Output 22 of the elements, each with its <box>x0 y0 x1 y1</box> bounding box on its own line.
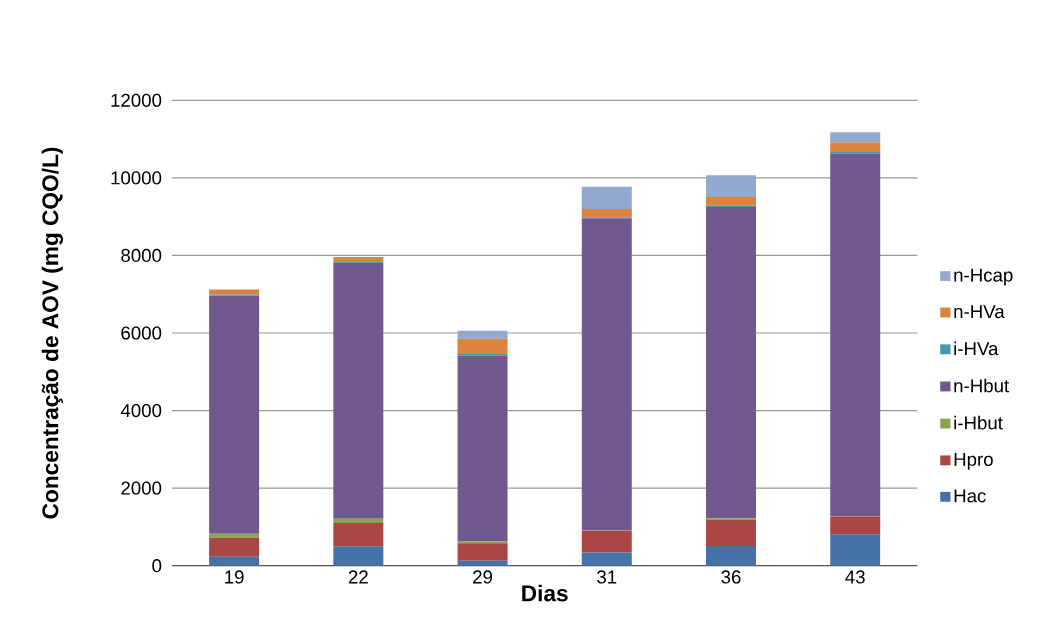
legend-label: Hpro <box>954 452 993 470</box>
x-tick-label: 36 <box>721 570 741 584</box>
legend-label: i-Hbut <box>954 415 1003 430</box>
x-tick-label: 29 <box>473 570 493 584</box>
x-tick-label: 31 <box>597 570 617 584</box>
y-tick-label: 8000 <box>121 248 162 263</box>
x-tick-label: 43 <box>845 570 865 584</box>
legend-label: n-Hbut <box>954 378 1010 393</box>
y-axis-title: Concentração de AOV (mg CQO/L) <box>41 147 63 519</box>
y-tick-label: 10000 <box>111 171 162 185</box>
x-tick-label: 19 <box>225 570 244 584</box>
y-tick-label: 12000 <box>111 93 162 107</box>
y-tick-label: 4000 <box>120 403 162 418</box>
y-tick-label: 2000 <box>121 481 162 495</box>
legend-label: n-Hcap <box>954 268 1013 286</box>
x-tick-label: 22 <box>348 570 368 584</box>
y-tick-label: 6000 <box>121 326 162 340</box>
x-axis-title: Dias <box>522 584 568 602</box>
legend-label: Hac <box>954 489 986 503</box>
legend-label: n-HVa <box>954 305 1005 319</box>
y-tick-label: 0 <box>152 559 162 573</box>
legend-label: i-HVa <box>954 341 999 356</box>
